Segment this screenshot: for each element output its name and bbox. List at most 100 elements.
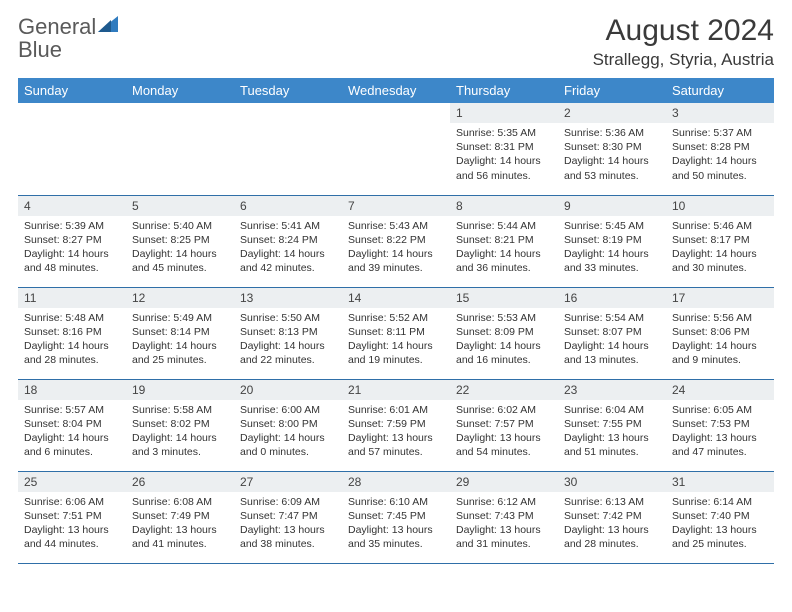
day-number: 29 (450, 472, 558, 492)
day-number: 19 (126, 380, 234, 400)
day-details: Sunrise: 5:44 AMSunset: 8:21 PMDaylight:… (450, 216, 558, 282)
calendar-cell (18, 103, 126, 195)
day-details: Sunrise: 5:45 AMSunset: 8:19 PMDaylight:… (558, 216, 666, 282)
day-details: Sunrise: 5:40 AMSunset: 8:25 PMDaylight:… (126, 216, 234, 282)
day-number: 15 (450, 288, 558, 308)
day-details: Sunrise: 6:13 AMSunset: 7:42 PMDaylight:… (558, 492, 666, 558)
day-details: Sunrise: 5:43 AMSunset: 8:22 PMDaylight:… (342, 216, 450, 282)
calendar-cell: 26Sunrise: 6:08 AMSunset: 7:49 PMDayligh… (126, 471, 234, 563)
day-details: Sunrise: 5:46 AMSunset: 8:17 PMDaylight:… (666, 216, 774, 282)
day-details: Sunrise: 5:49 AMSunset: 8:14 PMDaylight:… (126, 308, 234, 374)
day-number: 9 (558, 196, 666, 216)
day-number: 22 (450, 380, 558, 400)
calendar-cell: 23Sunrise: 6:04 AMSunset: 7:55 PMDayligh… (558, 379, 666, 471)
day-number: 4 (18, 196, 126, 216)
day-details: Sunrise: 5:53 AMSunset: 8:09 PMDaylight:… (450, 308, 558, 374)
calendar-cell: 8Sunrise: 5:44 AMSunset: 8:21 PMDaylight… (450, 195, 558, 287)
day-details: Sunrise: 6:06 AMSunset: 7:51 PMDaylight:… (18, 492, 126, 558)
day-number: 14 (342, 288, 450, 308)
day-details: Sunrise: 5:39 AMSunset: 8:27 PMDaylight:… (18, 216, 126, 282)
calendar-cell: 29Sunrise: 6:12 AMSunset: 7:43 PMDayligh… (450, 471, 558, 563)
calendar-cell: 17Sunrise: 5:56 AMSunset: 8:06 PMDayligh… (666, 287, 774, 379)
title-block: August 2024 Strallegg, Styria, Austria (593, 14, 774, 70)
calendar-cell (234, 103, 342, 195)
calendar-cell: 27Sunrise: 6:09 AMSunset: 7:47 PMDayligh… (234, 471, 342, 563)
calendar-cell: 4Sunrise: 5:39 AMSunset: 8:27 PMDaylight… (18, 195, 126, 287)
day-number: 16 (558, 288, 666, 308)
day-details: Sunrise: 6:10 AMSunset: 7:45 PMDaylight:… (342, 492, 450, 558)
day-number: 10 (666, 196, 774, 216)
day-details: Sunrise: 6:09 AMSunset: 7:47 PMDaylight:… (234, 492, 342, 558)
day-details: Sunrise: 6:04 AMSunset: 7:55 PMDaylight:… (558, 400, 666, 466)
calendar-cell: 28Sunrise: 6:10 AMSunset: 7:45 PMDayligh… (342, 471, 450, 563)
day-number: 25 (18, 472, 126, 492)
calendar-cell: 12Sunrise: 5:49 AMSunset: 8:14 PMDayligh… (126, 287, 234, 379)
day-details: Sunrise: 5:56 AMSunset: 8:06 PMDaylight:… (666, 308, 774, 374)
day-details: Sunrise: 6:01 AMSunset: 7:59 PMDaylight:… (342, 400, 450, 466)
sail-icon (98, 16, 120, 39)
day-number: 1 (450, 103, 558, 123)
day-details: Sunrise: 5:37 AMSunset: 8:28 PMDaylight:… (666, 123, 774, 189)
location: Strallegg, Styria, Austria (593, 50, 774, 70)
day-number: 20 (234, 380, 342, 400)
calendar-row: 11Sunrise: 5:48 AMSunset: 8:16 PMDayligh… (18, 287, 774, 379)
calendar-cell: 24Sunrise: 6:05 AMSunset: 7:53 PMDayligh… (666, 379, 774, 471)
day-number: 21 (342, 380, 450, 400)
day-number: 2 (558, 103, 666, 123)
weekday-header: Friday (558, 78, 666, 103)
weekday-header: Saturday (666, 78, 774, 103)
calendar-cell: 13Sunrise: 5:50 AMSunset: 8:13 PMDayligh… (234, 287, 342, 379)
calendar-row: 1Sunrise: 5:35 AMSunset: 8:31 PMDaylight… (18, 103, 774, 195)
calendar-row: 25Sunrise: 6:06 AMSunset: 7:51 PMDayligh… (18, 471, 774, 563)
day-details: Sunrise: 5:48 AMSunset: 8:16 PMDaylight:… (18, 308, 126, 374)
day-number: 8 (450, 196, 558, 216)
day-number: 26 (126, 472, 234, 492)
day-number: 27 (234, 472, 342, 492)
calendar-cell: 5Sunrise: 5:40 AMSunset: 8:25 PMDaylight… (126, 195, 234, 287)
calendar-cell: 20Sunrise: 6:00 AMSunset: 8:00 PMDayligh… (234, 379, 342, 471)
calendar-row: 4Sunrise: 5:39 AMSunset: 8:27 PMDaylight… (18, 195, 774, 287)
month-title: August 2024 (593, 14, 774, 48)
calendar-cell: 14Sunrise: 5:52 AMSunset: 8:11 PMDayligh… (342, 287, 450, 379)
logo-text-a: General (18, 14, 96, 39)
calendar-cell: 9Sunrise: 5:45 AMSunset: 8:19 PMDaylight… (558, 195, 666, 287)
calendar-cell: 7Sunrise: 5:43 AMSunset: 8:22 PMDaylight… (342, 195, 450, 287)
day-number: 13 (234, 288, 342, 308)
day-details: Sunrise: 6:12 AMSunset: 7:43 PMDaylight:… (450, 492, 558, 558)
day-number: 11 (18, 288, 126, 308)
calendar-cell: 16Sunrise: 5:54 AMSunset: 8:07 PMDayligh… (558, 287, 666, 379)
day-number: 7 (342, 196, 450, 216)
day-details: Sunrise: 6:05 AMSunset: 7:53 PMDaylight:… (666, 400, 774, 466)
weekday-header: Wednesday (342, 78, 450, 103)
logo-text-b: Blue (18, 37, 62, 62)
day-details: Sunrise: 5:35 AMSunset: 8:31 PMDaylight:… (450, 123, 558, 189)
calendar-cell: 2Sunrise: 5:36 AMSunset: 8:30 PMDaylight… (558, 103, 666, 195)
day-details: Sunrise: 5:36 AMSunset: 8:30 PMDaylight:… (558, 123, 666, 189)
day-details: Sunrise: 5:52 AMSunset: 8:11 PMDaylight:… (342, 308, 450, 374)
header: General Blue August 2024 Strallegg, Styr… (18, 14, 774, 70)
day-details: Sunrise: 5:50 AMSunset: 8:13 PMDaylight:… (234, 308, 342, 374)
calendar-row: 18Sunrise: 5:57 AMSunset: 8:04 PMDayligh… (18, 379, 774, 471)
calendar-cell: 22Sunrise: 6:02 AMSunset: 7:57 PMDayligh… (450, 379, 558, 471)
day-number: 31 (666, 472, 774, 492)
logo: General Blue (18, 14, 120, 62)
day-details: Sunrise: 5:41 AMSunset: 8:24 PMDaylight:… (234, 216, 342, 282)
day-details: Sunrise: 6:00 AMSunset: 8:00 PMDaylight:… (234, 400, 342, 466)
calendar-cell: 6Sunrise: 5:41 AMSunset: 8:24 PMDaylight… (234, 195, 342, 287)
weekday-header: Monday (126, 78, 234, 103)
calendar-cell: 1Sunrise: 5:35 AMSunset: 8:31 PMDaylight… (450, 103, 558, 195)
day-number: 24 (666, 380, 774, 400)
day-number: 12 (126, 288, 234, 308)
weekday-header: Tuesday (234, 78, 342, 103)
day-number: 3 (666, 103, 774, 123)
day-details: Sunrise: 5:57 AMSunset: 8:04 PMDaylight:… (18, 400, 126, 466)
calendar-cell: 19Sunrise: 5:58 AMSunset: 8:02 PMDayligh… (126, 379, 234, 471)
day-number: 23 (558, 380, 666, 400)
calendar-cell: 30Sunrise: 6:13 AMSunset: 7:42 PMDayligh… (558, 471, 666, 563)
day-details: Sunrise: 6:14 AMSunset: 7:40 PMDaylight:… (666, 492, 774, 558)
calendar-cell (126, 103, 234, 195)
weekday-header-row: SundayMondayTuesdayWednesdayThursdayFrid… (18, 78, 774, 103)
calendar-cell: 31Sunrise: 6:14 AMSunset: 7:40 PMDayligh… (666, 471, 774, 563)
calendar-cell: 25Sunrise: 6:06 AMSunset: 7:51 PMDayligh… (18, 471, 126, 563)
calendar-cell: 15Sunrise: 5:53 AMSunset: 8:09 PMDayligh… (450, 287, 558, 379)
